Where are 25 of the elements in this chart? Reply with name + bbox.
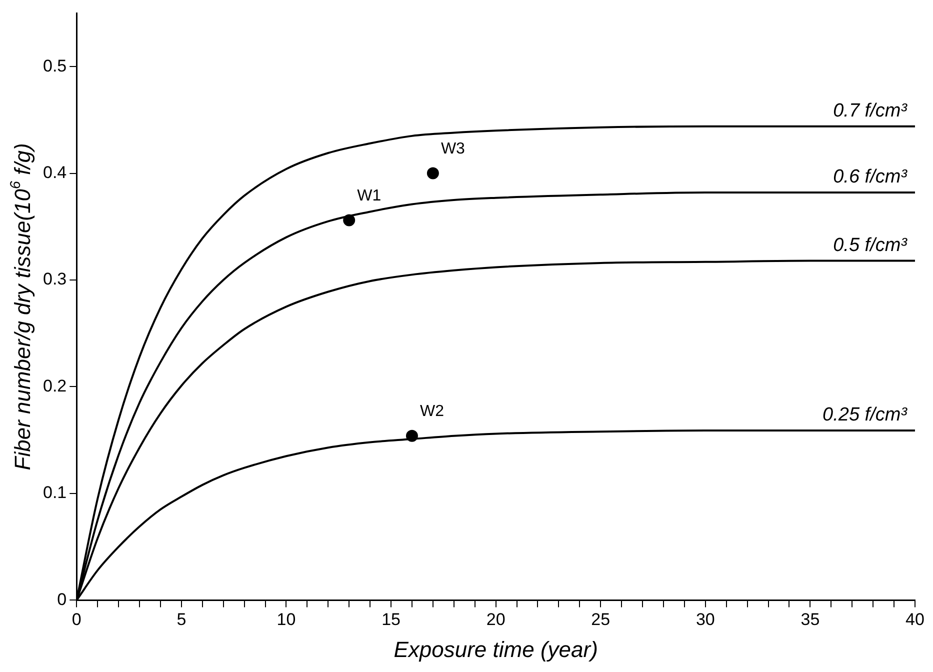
series-label: 0.5 f/cm³	[833, 234, 908, 256]
y-tick-label: 0.2	[42, 376, 67, 396]
x-tick-label: 35	[800, 610, 820, 630]
y-tick-label: 0	[57, 590, 67, 609]
x-tick-label: 10	[276, 610, 296, 630]
point	[426, 167, 439, 180]
series-label: 0.6 f/cm³	[833, 166, 908, 188]
y-tick-label: 0.5	[42, 56, 67, 76]
annotation: W3	[440, 140, 466, 158]
x-tick-label: 40	[906, 610, 924, 630]
x-tick-label: 15	[382, 610, 400, 630]
y-tick-label: 0.3	[42, 270, 67, 289]
y-tick-label: 0.1	[42, 483, 67, 502]
x-tick-label: 25	[591, 610, 610, 630]
x-tick-label: 30	[696, 610, 715, 630]
y-axis-title: Fiber number/g dry tissue(106 f/g)	[8, 143, 35, 470]
annotation: W2	[420, 402, 444, 420]
series-label: 0.25 f/cm³	[822, 404, 908, 426]
annotation: W1	[357, 187, 382, 204]
x-tick-label: 0	[72, 610, 82, 630]
series-label: 0.7 f/cm³	[833, 100, 908, 122]
x-tick-label: 5	[176, 610, 186, 630]
y-tick-label: 0.4	[42, 162, 67, 182]
x-tick-label: 20	[486, 610, 506, 630]
x-axis-title: Exposure time (year)	[394, 636, 598, 662]
